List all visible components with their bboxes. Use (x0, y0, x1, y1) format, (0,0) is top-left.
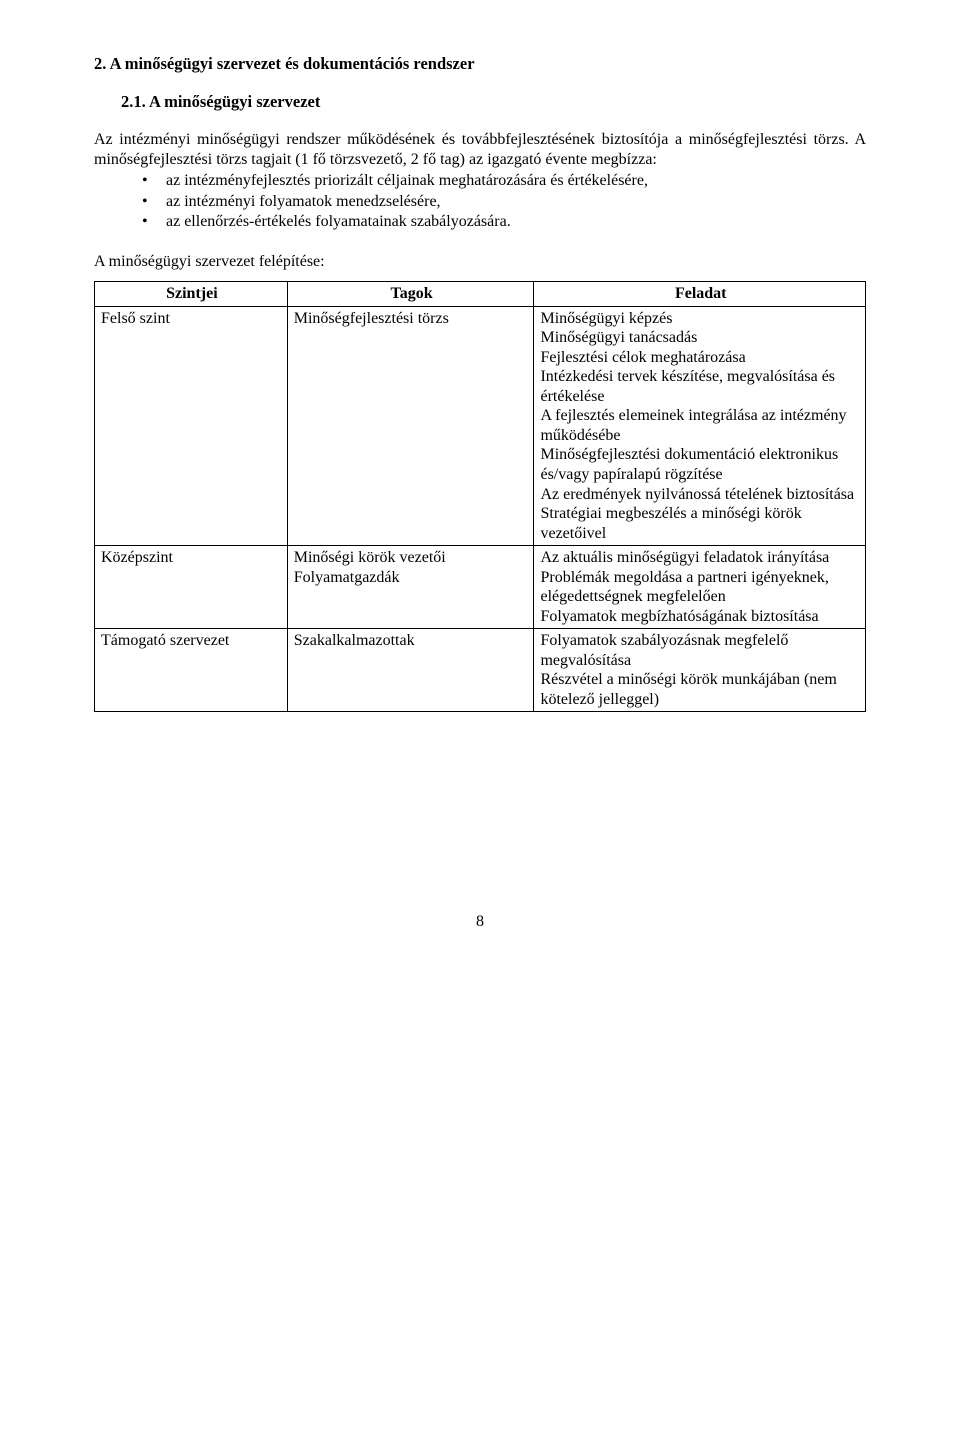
table-row: Támogató szervezet Szakalkalmazottak Fol… (95, 629, 866, 712)
cell-feladat: Minőségügyi képzés Minőségügyi tanácsadá… (534, 306, 866, 545)
cell-szint: Támogató szervezet (95, 629, 288, 712)
cell-tagok: Minőségi körök vezetői Folyamatgazdák (287, 546, 534, 629)
table-row: Középszint Minőségi körök vezetői Folyam… (95, 546, 866, 629)
list-item: az ellenőrzés-értékelés folyamatainak sz… (142, 212, 866, 232)
col-header-tagok: Tagok (287, 282, 534, 307)
page-number: 8 (94, 912, 866, 932)
section-heading-2: 2. A minőségügyi szervezet és dokumentác… (94, 54, 866, 74)
bullet-list: az intézményfejlesztés priorizált céljai… (94, 171, 866, 232)
section-heading-2-1: 2.1. A minőségügyi szervezet (94, 92, 866, 112)
cell-szint: Felső szint (95, 306, 288, 545)
cell-szint: Középszint (95, 546, 288, 629)
intro-paragraph: Az intézményi minőségügyi rendszer működ… (94, 130, 866, 169)
cell-tagok: Minőségfejlesztési törzs (287, 306, 534, 545)
table-caption: A minőségügyi szervezet felépítése: (94, 252, 866, 272)
col-header-szintjei: Szintjei (95, 282, 288, 307)
cell-feladat: Az aktuális minőségügyi feladatok irányí… (534, 546, 866, 629)
cell-feladat: Folyamatok szabályozásnak megfelelő megv… (534, 629, 866, 712)
table-row: Felső szint Minőségfejlesztési törzs Min… (95, 306, 866, 545)
table-header-row: Szintjei Tagok Feladat (95, 282, 866, 307)
cell-tagok: Szakalkalmazottak (287, 629, 534, 712)
list-item: az intézményfejlesztés priorizált céljai… (142, 171, 866, 191)
col-header-feladat: Feladat (534, 282, 866, 307)
structure-table: Szintjei Tagok Feladat Felső szint Minős… (94, 281, 866, 712)
list-item: az intézményi folyamatok menedzselésére, (142, 192, 866, 212)
